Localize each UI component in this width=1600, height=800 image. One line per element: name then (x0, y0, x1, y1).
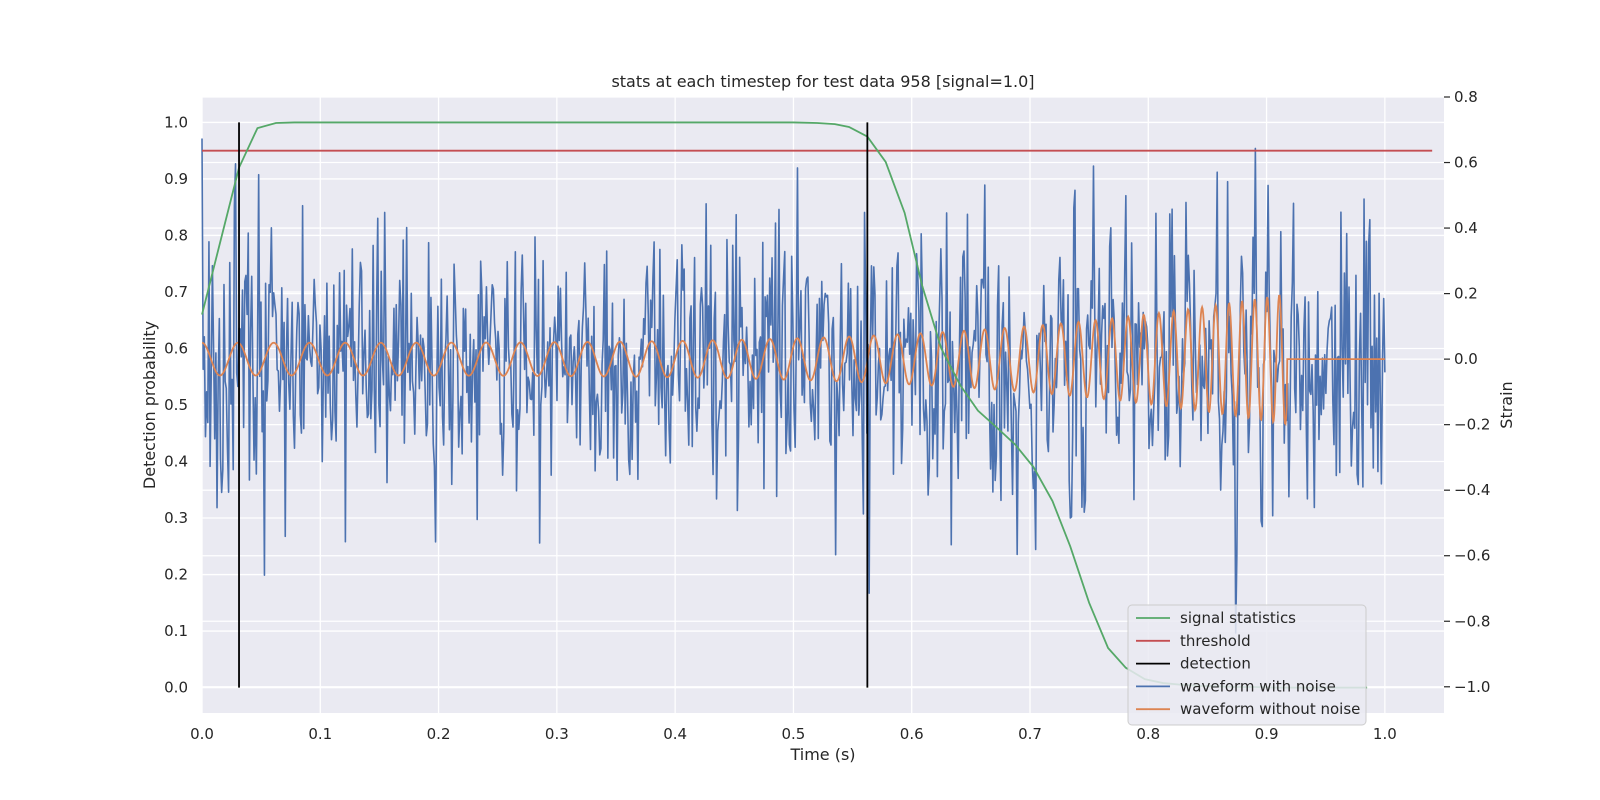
y-tick-label: 0.9 (164, 170, 188, 188)
legend-label: threshold (1180, 632, 1251, 650)
series-layer (201, 121, 1433, 689)
series-waveform-with-noise (201, 138, 1386, 634)
x-axis-label: Time (s) (789, 745, 855, 764)
y-tick-label: 0.6 (164, 339, 188, 357)
x-tick-label: 0.1 (308, 725, 332, 743)
y-tick-label: 0.4 (164, 453, 188, 471)
y2-axis-label: Strain (1497, 381, 1516, 428)
y2-tick-label: 0.2 (1454, 285, 1478, 303)
legend-label: signal statistics (1180, 609, 1296, 627)
legend-label: waveform without noise (1180, 700, 1360, 718)
y2-tick-label: 0.8 (1454, 88, 1478, 106)
y-tick-label: 0.3 (164, 509, 188, 527)
x-tick-label: 0.0 (190, 725, 214, 743)
y2-tick-label: 0.4 (1454, 219, 1478, 237)
y-axis-left: 0.0 0.1 0.2 0.3 0.4 0.5 0.6 0.7 0.8 0.9 1.0 (164, 113, 188, 696)
y-tick-label: 0.8 (164, 226, 188, 244)
legend-box (1127, 604, 1367, 726)
x-tick-label: 0.6 (900, 725, 924, 743)
y-tick-label: 0.7 (164, 283, 188, 301)
y2-tick-label: −0.8 (1454, 612, 1490, 630)
x-tick-label: 0.3 (545, 725, 569, 743)
legend: signal statistics threshold detection wavef… (1127, 604, 1367, 726)
legend-label: detection (1180, 655, 1251, 673)
y-tick-label: 0.1 (164, 622, 188, 640)
x-tick-label: 1.0 (1373, 725, 1397, 743)
y-tick-label: 0.5 (164, 396, 188, 414)
y-tick-label: 0.2 (164, 566, 188, 584)
series-waveform-without-noise (201, 294, 1385, 426)
x-tick-label: 0.5 (781, 725, 805, 743)
y2-tick-label: −0.6 (1454, 547, 1490, 565)
x-tick-label: 0.7 (1018, 725, 1042, 743)
x-tick-label: 0.4 (663, 725, 687, 743)
chart-title: stats at each timestep for test data 958… (611, 72, 1034, 91)
x-tick-label: 0.2 (427, 725, 451, 743)
y-tick-label: 1.0 (164, 113, 188, 131)
y2-tick-label: −0.2 (1454, 416, 1490, 434)
x-tick-label: 0.9 (1255, 725, 1279, 743)
y2-tick-label: −1.0 (1454, 678, 1490, 696)
y2-tick-label: −0.4 (1454, 481, 1490, 499)
y-axis-label: Detection probability (140, 321, 159, 489)
legend-label: waveform with noise (1180, 677, 1336, 695)
y2-tick-label: 0.0 (1454, 350, 1478, 368)
x-tick-label: 0.8 (1136, 725, 1160, 743)
x-axis: 0.0 0.1 0.2 0.3 0.4 0.5 0.6 0.7 0.8 0.9 1.0 (190, 725, 1397, 743)
y-tick-label: 0.0 (164, 679, 188, 697)
y2-tick-label: 0.6 (1454, 154, 1478, 172)
y-axis-right: −1.0 −0.8 −0.6 −0.4 −0.2 0.0 0.2 0.4 0.6 0.8 (1444, 88, 1490, 696)
